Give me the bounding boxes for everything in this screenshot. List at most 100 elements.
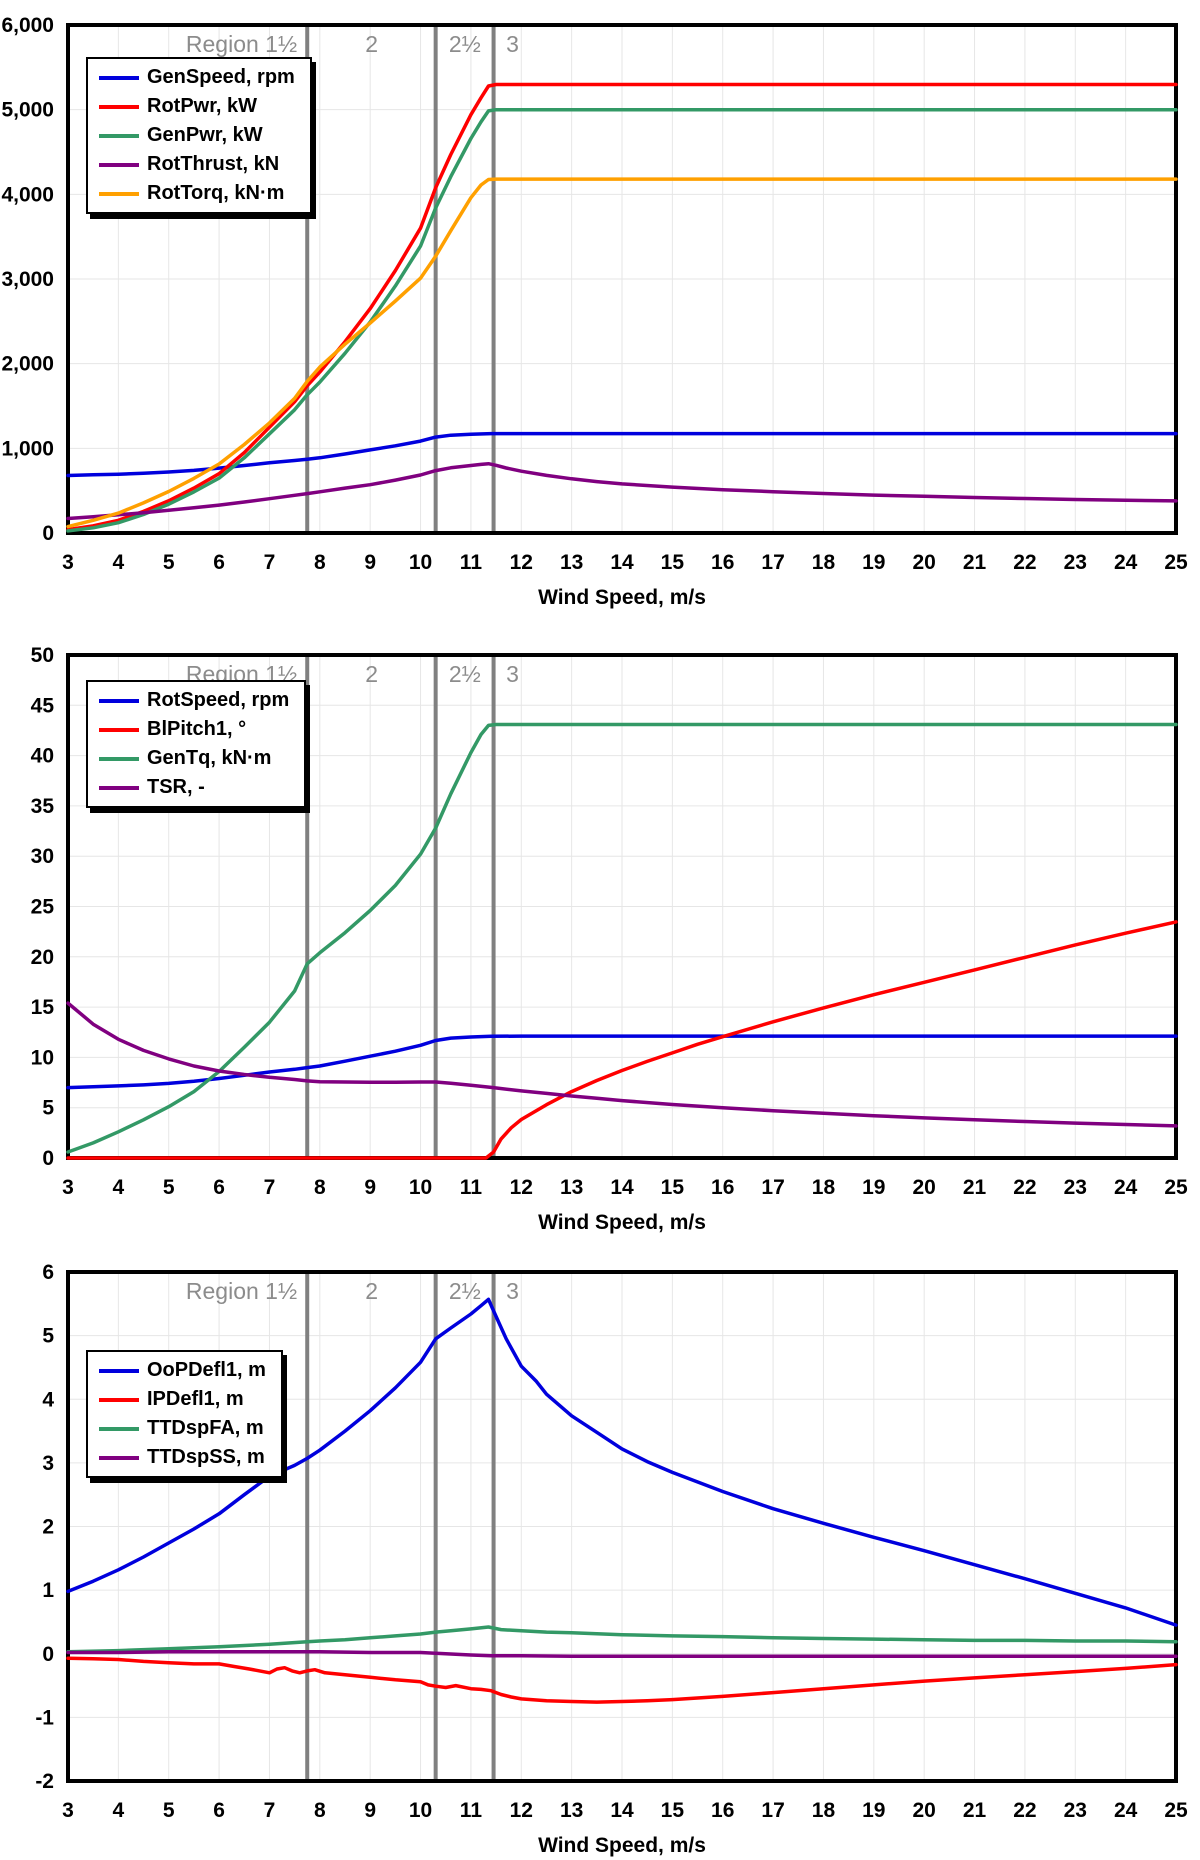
series-line-blpitch1 <box>66 920 1178 1160</box>
x-axis-tick-label: 7 <box>264 1799 276 1822</box>
legend-item: OoPDefl1, m <box>99 1360 266 1381</box>
y-axis-tick-label: 0 <box>42 522 54 545</box>
y-axis-tick-label: 50 <box>31 644 54 667</box>
legend-item: GenTq, kN·m <box>99 748 289 769</box>
x-axis-tick-label: 14 <box>610 1799 634 1822</box>
x-axis-tick-label: 3 <box>62 1176 74 1199</box>
x-axis-tick-label: 25 <box>1164 551 1188 574</box>
legend-label: RotTorq, kN·m <box>147 182 285 204</box>
y-axis-tick-label: 0 <box>42 1643 54 1666</box>
legend-label: GenTq, kN·m <box>147 747 272 769</box>
legend-label: RotThrust, kN <box>147 153 280 175</box>
x-axis-tick-label: 20 <box>913 551 936 574</box>
x-axis-tick-label: 24 <box>1114 551 1138 574</box>
legend-line-swatch <box>99 1368 139 1373</box>
legend-label: OoPDefl1, m <box>147 1359 266 1381</box>
x-axis-tick-label: 24 <box>1114 1799 1138 1822</box>
series-line-rotpwr <box>66 82 1178 532</box>
y-axis-tick-label: 0 <box>42 1147 54 1170</box>
x-axis-tick-label: 10 <box>409 1799 432 1822</box>
x-axis-tick-label: 24 <box>1114 1176 1138 1199</box>
y-axis-tick-label: 2 <box>42 1516 54 1539</box>
series-line-rotspeed <box>66 1034 1178 1090</box>
legend-line-swatch <box>99 727 139 732</box>
y-axis-tick-label: 3 <box>42 1452 54 1475</box>
y-axis-tick-label: 10 <box>31 1046 54 1069</box>
x-axis-tick-label: 22 <box>1013 551 1036 574</box>
x-axis-tick-label: 14 <box>610 1176 634 1199</box>
region-label: 2½ <box>449 661 481 687</box>
x-axis-tick-label: 12 <box>510 1799 533 1822</box>
x-axis-tick-label: 12 <box>510 551 533 574</box>
x-axis-tick-label: 21 <box>963 1176 987 1199</box>
series-line-ttdspss <box>66 1650 1178 1659</box>
legend-item: TTDspFA, m <box>99 1418 266 1439</box>
x-axis-tick-label: 25 <box>1164 1799 1188 1822</box>
y-axis-tick-label: 40 <box>31 745 54 768</box>
plot-frame <box>66 653 1178 1160</box>
legend-item: BlPitch1, ° <box>99 719 289 740</box>
x-axis-tick-label: 3 <box>62 1799 74 1822</box>
legend-item: RotPwr, kW <box>99 96 295 117</box>
x-axis-tick-label: 6 <box>213 551 225 574</box>
x-axis-tick-label: 5 <box>163 1176 175 1199</box>
x-axis-tick-label: 13 <box>560 551 583 574</box>
control-chart-legend: RotSpeed, rpm BlPitch1, ° GenTq, kN·m TSR, … <box>86 680 307 808</box>
x-axis-tick-label: 21 <box>963 551 987 574</box>
x-axis-tick-label: 11 <box>460 551 483 574</box>
y-axis-tick-label: 4 <box>42 1388 54 1411</box>
x-axis-tick-label: 18 <box>812 1799 836 1822</box>
x-axis-tick-label: 21 <box>963 1799 987 1822</box>
legend-line-swatch <box>99 785 139 790</box>
x-axis-tick-label: 15 <box>661 551 685 574</box>
series-line-gentq <box>66 722 1178 1154</box>
y-axis-tick-label: 45 <box>31 694 55 717</box>
series-line-ipdefl1 <box>66 1656 1178 1704</box>
legend-line-swatch <box>99 756 139 761</box>
x-axis-title: Wind Speed, m/s <box>538 1834 706 1857</box>
y-axis-tick-label: 2,000 <box>1 353 54 376</box>
region-label: 2 <box>365 31 378 57</box>
power-chart-legend: GenSpeed, rpm RotPwr, kW GenPwr, kW RotThru… <box>86 57 312 214</box>
x-axis-tick-label: 8 <box>314 1799 326 1822</box>
legend-label: RotPwr, kW <box>147 95 258 117</box>
region-label: Region 1½ <box>186 31 297 57</box>
x-axis-tick-label: 9 <box>364 1176 376 1199</box>
legend-label: TTDspFA, m <box>147 1417 264 1439</box>
legend-line-swatch <box>99 104 139 109</box>
legend-line-swatch <box>99 698 139 703</box>
series-line-genspeed <box>66 431 1178 478</box>
region-label: 2 <box>365 1278 378 1304</box>
x-axis-tick-label: 7 <box>264 551 276 574</box>
plot-frame <box>66 1270 1178 1783</box>
x-axis-tick-label: 10 <box>409 551 432 574</box>
x-axis-tick-label: 17 <box>761 551 784 574</box>
x-axis-tick-label: 17 <box>761 1799 784 1822</box>
x-axis-tick-label: 5 <box>163 551 175 574</box>
y-axis-tick-label: 6,000 <box>1 14 54 37</box>
legend-label: GenSpeed, rpm <box>147 66 295 88</box>
region-label: 2½ <box>449 1278 481 1304</box>
x-axis-tick-label: 20 <box>913 1799 936 1822</box>
legend-item: GenSpeed, rpm <box>99 67 295 88</box>
y-axis-tick-label: 25 <box>31 896 55 919</box>
x-axis-tick-label: 16 <box>711 551 734 574</box>
legend-line-swatch <box>99 1426 139 1431</box>
x-axis-tick-label: 17 <box>761 1176 784 1199</box>
x-axis-tick-label: 19 <box>862 1799 885 1822</box>
y-axis-tick-label: 5,000 <box>1 99 54 122</box>
x-axis-tick-label: 5 <box>163 1799 175 1822</box>
x-axis-tick-label: 23 <box>1064 1799 1087 1822</box>
x-axis-tick-label: 16 <box>711 1799 734 1822</box>
x-axis-tick-label: 18 <box>812 551 836 574</box>
legend-label: RotSpeed, rpm <box>147 689 290 711</box>
legend-item: TSR, - <box>99 777 289 798</box>
x-axis-tick-label: 11 <box>460 1176 483 1199</box>
legend-line-swatch <box>99 1397 139 1402</box>
series-line-genpwr <box>66 107 1178 533</box>
y-axis-tick-label: 5 <box>42 1097 54 1120</box>
x-axis-tick-label: 16 <box>711 1176 734 1199</box>
y-axis-tick-label: 1 <box>42 1579 54 1602</box>
x-axis-tick-label: 3 <box>62 551 74 574</box>
